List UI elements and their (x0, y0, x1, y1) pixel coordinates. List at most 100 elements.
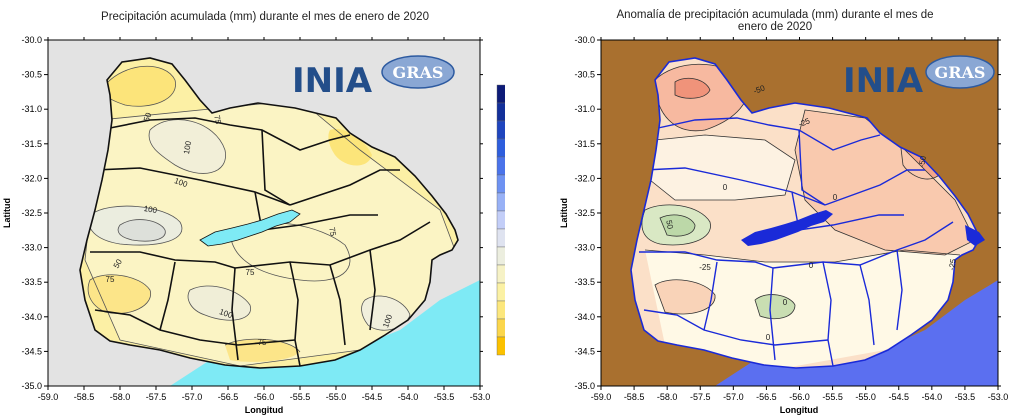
x-axis-label: Longitud (780, 405, 818, 415)
x-axis-label: Longitud (245, 405, 283, 415)
rio-negro-reservoir (741, 210, 833, 246)
y-tick-label: -30.5 (574, 70, 595, 80)
right-title-line2: enero de 2020 (737, 21, 813, 33)
legend-swatch (496, 102, 505, 122)
contour-label: -25 (699, 263, 711, 272)
gras-logo: GRAS (381, 55, 455, 89)
contour-label: -25 (797, 116, 811, 129)
x-tick-label: -53.0 (988, 392, 1009, 402)
x-tick-label: -58.5 (74, 392, 95, 402)
contour-label: -25 (947, 258, 958, 271)
gras-logo: GRAS (925, 55, 995, 89)
x-tick-label: -54.0 (398, 392, 419, 402)
x-tick-label: -54.5 (362, 392, 383, 402)
rio-negro-reservoir (199, 209, 301, 247)
country-outline (79, 57, 459, 369)
y-axis: -30.0 -30.5 -31.0 -31.5 -32.0 -32.5 -33.0 -33.5… (574, 35, 1001, 391)
y-tick-label: -35.0 (21, 381, 42, 391)
contour-label: -50 (917, 155, 928, 168)
contour-label: 0 (723, 183, 728, 192)
legend-swatch (496, 336, 505, 356)
country-outline (630, 57, 980, 369)
x-tick-label: -56.5 (218, 392, 239, 402)
x-tick-label: -55.0 (855, 392, 876, 402)
y-axis-label: Latitud (559, 198, 569, 228)
contour-label: 50 (142, 111, 154, 123)
y-tick-label: -30.0 (574, 35, 595, 45)
contour-label: 100 (182, 140, 193, 155)
x-tick-label: -57.5 (146, 392, 167, 402)
y-tick-label: -32.5 (21, 208, 42, 218)
x-tick-label: -54.5 (888, 392, 909, 402)
y-axis-label: Latitud (2, 198, 12, 228)
contour-label: 75 (212, 114, 223, 125)
zone-50 (103, 66, 176, 107)
y-tick-label: -30.5 (21, 70, 42, 80)
ocean (715, 280, 998, 386)
y-tick-label: -33.0 (574, 243, 595, 253)
x-tick-label: -57.0 (723, 392, 744, 402)
y-tick-label: -33.0 (21, 243, 42, 253)
right-map-title: Anomalía de precipitación acumulada (mm)… (525, 9, 1023, 33)
legend-swatch (496, 300, 505, 320)
contour-label: 100 (143, 204, 158, 215)
legend-swatch (496, 192, 505, 212)
y-tick-label: -31.0 (574, 104, 595, 114)
legend-swatch (496, 156, 505, 176)
legend-swatch (496, 174, 505, 194)
inia-logo: INIA (292, 61, 373, 101)
legend-swatch (496, 228, 505, 248)
y-tick-label: -34.0 (574, 312, 595, 322)
x-tick-label: -53.5 (955, 392, 976, 402)
y-tick-label: -30.0 (21, 35, 42, 45)
x-tick-label: -55.5 (822, 392, 843, 402)
x-tick-label: -59.0 (38, 392, 59, 402)
y-tick-label: -35.0 (574, 381, 595, 391)
x-tick-label: -55.0 (326, 392, 347, 402)
legend-swatch (496, 84, 505, 104)
ocean (170, 280, 480, 386)
x-tick-label: -56.0 (254, 392, 275, 402)
x-tick-label: -54.0 (922, 392, 943, 402)
x-tick-label: -53.0 (470, 392, 491, 402)
svg-text:INIA: INIA (292, 61, 373, 101)
left-map-title: Precipitación acumulada (mm) durante el … (101, 11, 429, 23)
svg-text:GRAS: GRAS (393, 63, 444, 82)
anomaly-map-panel: Anomalía de precipitación acumulada (mm)… (505, 0, 1023, 416)
x-tick-label: -58.0 (657, 392, 678, 402)
y-tick-label: -34.0 (21, 312, 42, 322)
contour-label: -50 (752, 83, 766, 96)
contour-label: 100 (381, 313, 394, 329)
contour-label: 0 (766, 333, 771, 342)
legend-swatch (496, 138, 505, 158)
svg-text:INIA: INIA (843, 61, 924, 101)
x-tick-label: -59.0 (591, 392, 612, 402)
x-tick-label: -55.5 (290, 392, 311, 402)
legend-swatch (496, 210, 505, 230)
contour-label: 75 (246, 268, 255, 277)
y-tick-label: -33.5 (21, 277, 42, 287)
y-tick-label: -31.5 (21, 139, 42, 149)
laguna-merin (965, 225, 985, 246)
x-tick-label: -58.0 (110, 392, 131, 402)
legend-swatch (496, 120, 505, 140)
svg-text:GRAS: GRAS (935, 63, 986, 82)
x-axis: -59.0 -58.5 -58.0 -57.5 -57.0 -56.5 -56.0 -55.5… (591, 37, 1009, 402)
y-tick-label: -32.5 (574, 208, 595, 218)
zone-near-zero (645, 250, 960, 368)
contour-label: 75 (106, 275, 115, 284)
y-tick-label: -34.5 (574, 346, 595, 356)
contour-label: 50 (664, 219, 675, 230)
legend-swatch (496, 264, 505, 284)
x-tick-label: -57.5 (690, 392, 711, 402)
contour-label: 75 (258, 338, 267, 347)
x-tick-label: -56.0 (789, 392, 810, 402)
legend-swatch (496, 282, 505, 302)
contour-label: 0 (833, 193, 838, 202)
x-tick-label: -56.5 (756, 392, 777, 402)
y-tick-label: -31.5 (574, 139, 595, 149)
contour-label: 0 (783, 298, 788, 307)
legend-swatch (496, 318, 505, 338)
